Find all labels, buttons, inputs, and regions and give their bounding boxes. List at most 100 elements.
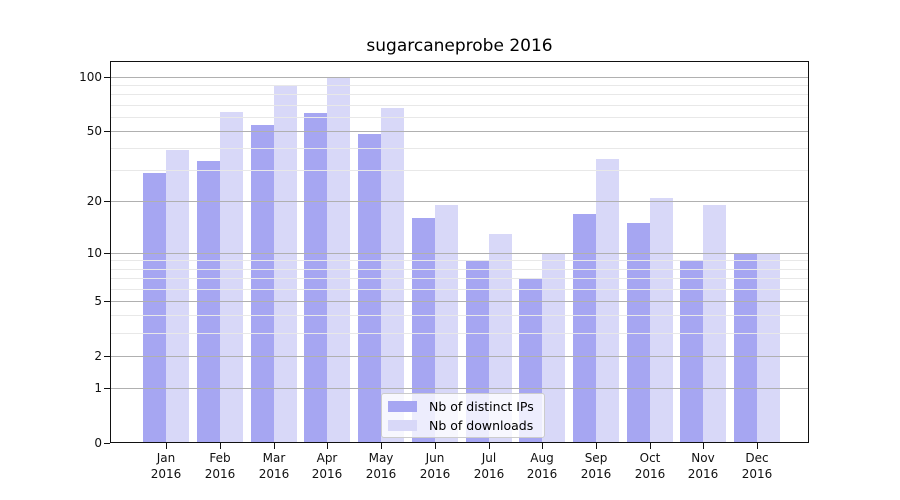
y-tick-20 — [104, 201, 110, 202]
y-tick-100 — [104, 77, 110, 78]
legend-item-distinct-ips: Nb of distinct IPs — [388, 399, 538, 414]
bar-nb-of-downloads-aug — [542, 252, 566, 442]
x-tick-label-jan: Jan 2016 — [138, 451, 194, 482]
gridline-minor-70 — [111, 105, 808, 106]
x-tick-dec — [757, 443, 758, 449]
gridline-minor-7 — [111, 278, 808, 279]
legend-label-distinct-ips: Nb of distinct IPs — [429, 398, 534, 414]
x-label-year: 2016 — [473, 466, 505, 481]
x-label-year: 2016 — [634, 466, 666, 481]
legend-swatch-distinct-ips — [388, 400, 417, 412]
gridline-minor-90 — [111, 85, 808, 86]
chart-title: sugarcaneprobe 2016 — [366, 36, 553, 56]
bar-nb-of-distinct-ips-jan — [143, 173, 167, 442]
gridline-minor-8 — [111, 269, 808, 270]
y-tick-2 — [104, 356, 110, 357]
y-tick-label-100: 100 — [79, 70, 102, 84]
gridline-major-100 — [111, 77, 808, 78]
x-label-year: 2016 — [526, 466, 558, 481]
bar-nb-of-distinct-ips-may — [358, 134, 382, 442]
gridline-minor-30 — [111, 170, 808, 171]
legend-label-downloads: Nb of downloads — [429, 417, 534, 433]
gridline-major-2 — [111, 356, 808, 357]
y-tick-0 — [104, 443, 110, 444]
y-tick-label-50: 50 — [86, 124, 102, 138]
x-tick-label-jul: Jul 2016 — [461, 451, 517, 482]
x-label-year: 2016 — [311, 466, 343, 481]
bar-nb-of-downloads-jan — [166, 150, 190, 442]
bar-nb-of-downloads-jun — [434, 205, 458, 442]
x-tick-label-nov: Nov 2016 — [675, 451, 731, 482]
x-label-month: Mar — [262, 451, 286, 465]
x-tick-label-sep: Sep 2016 — [568, 451, 624, 482]
x-label-month: Apr — [316, 451, 338, 465]
x-label-month: Jul — [481, 451, 497, 465]
x-label-year: 2016 — [687, 466, 719, 481]
gridline-major-1 — [111, 388, 808, 389]
x-tick-label-mar: Mar 2016 — [246, 451, 302, 482]
x-label-month: Dec — [745, 451, 769, 465]
gridline-minor-40 — [111, 148, 808, 149]
legend: Nb of distinct IPs Nb of downloads — [381, 393, 545, 438]
x-tick-jan — [166, 443, 167, 449]
x-label-year: 2016 — [419, 466, 451, 481]
bar-nb-of-distinct-ips-apr — [304, 112, 328, 442]
x-tick-label-dec: Dec 2016 — [729, 451, 785, 482]
x-label-month: Aug — [530, 451, 554, 465]
x-tick-label-jun: Jun 2016 — [407, 451, 463, 482]
bar-nb-of-downloads-mar — [273, 84, 297, 442]
bar-nb-of-downloads-apr — [327, 76, 351, 442]
x-label-year: 2016 — [365, 466, 397, 481]
x-label-year: 2016 — [204, 466, 236, 481]
x-label-month: May — [368, 451, 394, 465]
bar-nb-of-distinct-ips-mar — [250, 124, 274, 442]
bar-nb-of-distinct-ips-dec — [734, 252, 757, 442]
gridline-minor-60 — [111, 117, 808, 118]
x-label-month: Feb — [209, 451, 231, 465]
y-tick-label-20: 20 — [86, 194, 102, 208]
x-tick-sep — [596, 443, 597, 449]
y-tick-50 — [104, 131, 110, 132]
gridline-major-50 — [111, 131, 808, 132]
y-tick-label-10: 10 — [86, 246, 102, 260]
x-label-year: 2016 — [741, 466, 773, 481]
y-tick-label-1: 1 — [94, 381, 102, 395]
bar-nb-of-downloads-oct — [649, 197, 673, 442]
x-tick-jul — [489, 443, 490, 449]
y-tick-1 — [104, 388, 110, 389]
x-tick-mar — [274, 443, 275, 449]
x-label-month: Sep — [584, 451, 608, 465]
plot-area — [110, 61, 809, 443]
gridline-minor-3 — [111, 333, 808, 334]
bar-nb-of-distinct-ips-oct — [626, 222, 650, 442]
x-tick-aug — [542, 443, 543, 449]
x-tick-feb — [220, 443, 221, 449]
bar-nb-of-downloads-feb — [220, 111, 243, 442]
x-tick-label-apr: Apr 2016 — [299, 451, 355, 482]
gridline-major-10 — [111, 253, 808, 254]
bar-nb-of-downloads-jul — [488, 233, 512, 442]
gridline-minor-9 — [111, 260, 808, 261]
legend-item-downloads: Nb of downloads — [388, 418, 538, 433]
gridline-minor-6 — [111, 289, 808, 290]
x-label-year: 2016 — [258, 466, 290, 481]
bar-nb-of-downloads-dec — [757, 252, 780, 442]
bar-nb-of-downloads-may — [381, 108, 405, 442]
y-tick-label-5: 5 — [94, 294, 102, 308]
gridline-minor-80 — [111, 94, 808, 95]
x-label-month: Oct — [639, 451, 661, 465]
gridline-major-5 — [111, 301, 808, 302]
x-tick-may — [381, 443, 382, 449]
x-tick-label-oct: Oct 2016 — [622, 451, 678, 482]
x-label-month: Jan — [156, 451, 176, 465]
x-label-month: Jun — [425, 451, 445, 465]
x-tick-jun — [435, 443, 436, 449]
x-tick-label-may: May 2016 — [353, 451, 409, 482]
x-label-year: 2016 — [580, 466, 612, 481]
bar-nb-of-downloads-nov — [703, 205, 727, 442]
gridline-major-20 — [111, 201, 808, 202]
y-tick-5 — [104, 301, 110, 302]
bar-nb-of-downloads-sep — [595, 158, 619, 442]
gridline-minor-4 — [111, 315, 808, 316]
